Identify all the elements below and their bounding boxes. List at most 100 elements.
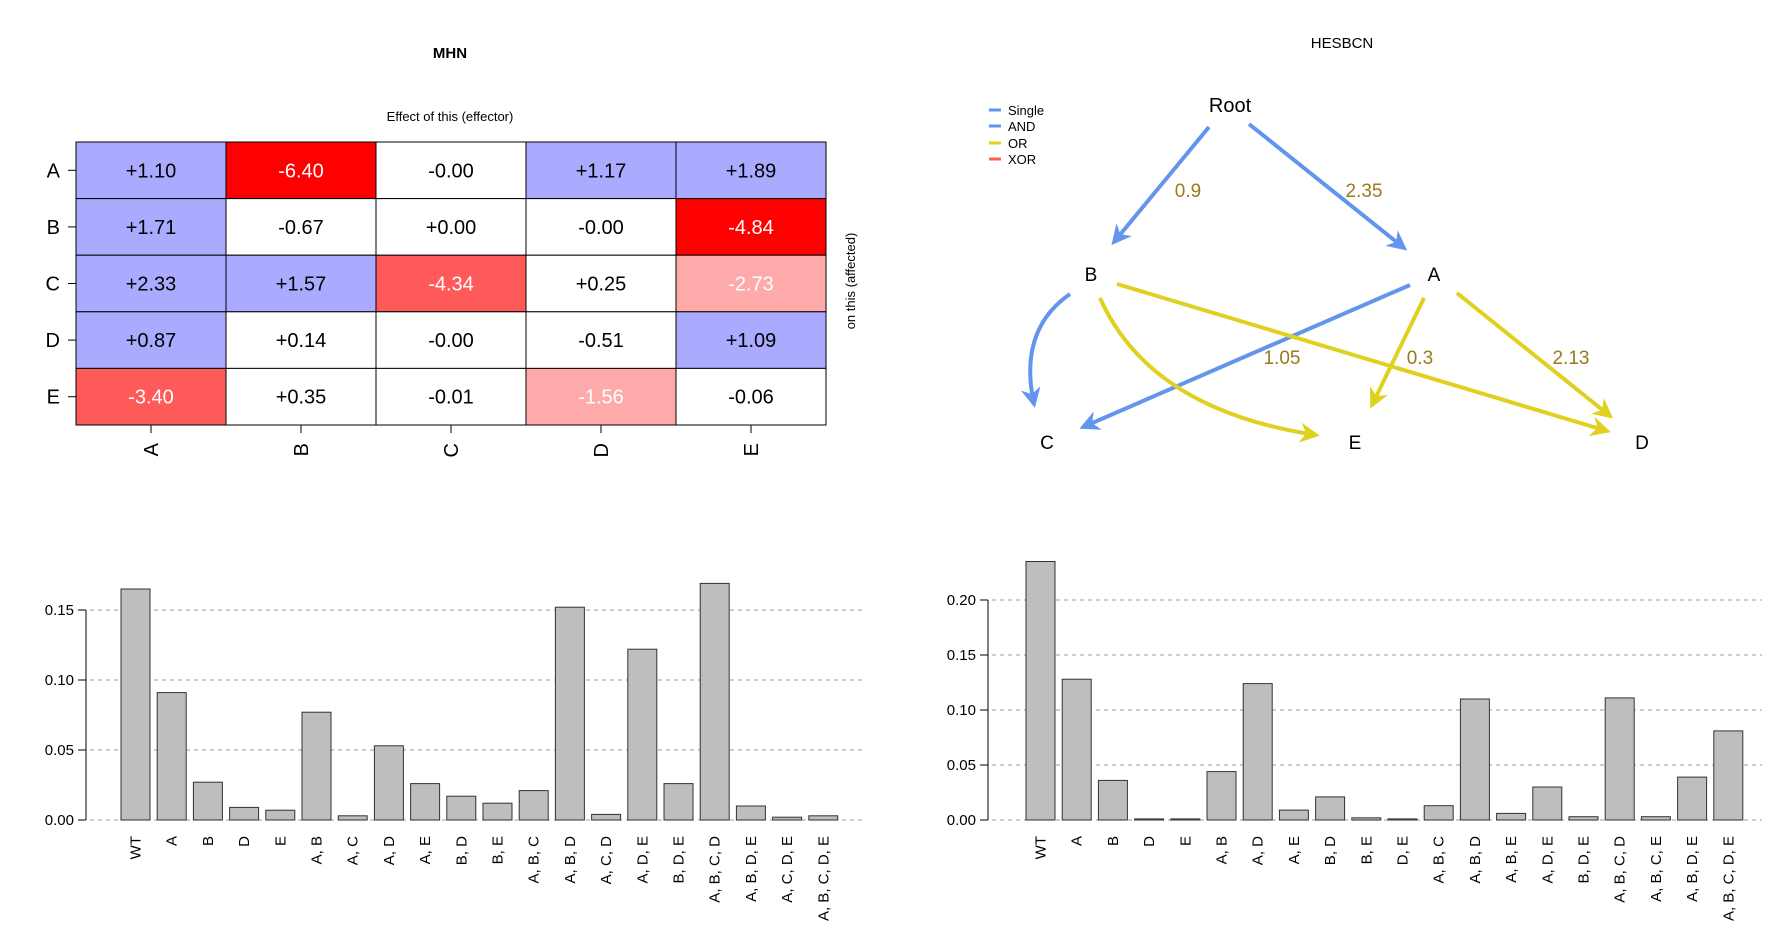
bar-chart-left: 0.00 0.05 0.10 0.15 WT A B D E A, B A, C A, D A, E B,… bbox=[45, 582, 862, 921]
x-tick-label: WT bbox=[128, 836, 145, 859]
x-tick-label: B, D, E bbox=[671, 836, 688, 884]
heatmap-col-label: D bbox=[591, 443, 613, 457]
bar bbox=[1061, 678, 1092, 821]
x-tick-label: A, D, E bbox=[634, 836, 651, 884]
y-tick-label: 0.00 bbox=[947, 812, 976, 829]
bar bbox=[410, 783, 441, 821]
heatmap-row-label: C bbox=[46, 274, 60, 296]
bar bbox=[229, 806, 260, 821]
heatmap-grid: +1.10 -6.40 -0.00 +1.17 +1.89 +1.71 -0.67 +0.00… bbox=[46, 141, 827, 457]
x-tick-label: A, B, E bbox=[1503, 836, 1520, 883]
bar bbox=[1170, 818, 1201, 821]
bar bbox=[120, 588, 151, 821]
edge-a-c bbox=[1079, 283, 1411, 430]
heatmap-cell bbox=[225, 254, 377, 313]
bar bbox=[1640, 816, 1671, 821]
heatmap-cell-value: -6.40 bbox=[278, 160, 324, 182]
bar bbox=[1134, 818, 1165, 821]
mhn-title: MHN bbox=[433, 45, 467, 62]
x-tick-label: A, B, C bbox=[526, 836, 543, 884]
edge-label-a-e: 0.3 bbox=[1407, 348, 1433, 369]
node-a: A bbox=[1428, 265, 1441, 286]
heatmap-cell-value: -4.84 bbox=[728, 217, 774, 239]
heatmap-cell-value: +1.09 bbox=[726, 330, 777, 352]
heatmap-col-label: A bbox=[141, 442, 163, 456]
x-tick-label: A, B, D, E bbox=[743, 836, 760, 902]
heatmap-cell-value: -0.00 bbox=[578, 217, 624, 239]
bar bbox=[156, 692, 187, 821]
bar bbox=[301, 711, 332, 821]
x-tick-label: A, C, D, E bbox=[779, 836, 796, 903]
bar bbox=[1351, 817, 1382, 821]
heatmap-cell bbox=[375, 141, 527, 200]
bar bbox=[1459, 698, 1490, 821]
x-tick-label: A, B, C, D, E bbox=[1720, 836, 1737, 921]
heatmap-cell bbox=[525, 311, 677, 369]
edge-b-d bbox=[1116, 282, 1611, 436]
legend-label-and: AND bbox=[1008, 119, 1035, 134]
x-tick-label: A, C, D bbox=[598, 836, 615, 885]
x-tick-label: D bbox=[1141, 836, 1158, 847]
heatmap-col-label: E bbox=[741, 443, 763, 456]
heatmap-cell-value: -1.56 bbox=[578, 387, 624, 409]
bar bbox=[1604, 697, 1635, 821]
hesbcn-legend: Single AND OR XOR bbox=[989, 103, 1044, 167]
x-tick-label: A, D bbox=[381, 836, 398, 865]
x-tick-label: E bbox=[272, 836, 289, 846]
heatmap-cell-value: +1.17 bbox=[576, 160, 627, 182]
heatmap-cell bbox=[225, 311, 377, 369]
heatmap-cell-value: -0.00 bbox=[428, 330, 474, 352]
bar bbox=[1568, 816, 1599, 821]
heatmap-cell bbox=[525, 141, 677, 200]
bar-chart-right: 0.00 0.05 0.10 0.15 0.20 WT A B D E A, B A, D A, E B,… bbox=[947, 561, 1762, 921]
heatmap-cell-value: -4.34 bbox=[428, 274, 474, 296]
y-tick-label: 0.10 bbox=[45, 672, 74, 689]
edge-label-a-c: 1.05 bbox=[1264, 348, 1301, 369]
x-tick-label: B bbox=[1105, 836, 1122, 846]
node-e: E bbox=[1349, 433, 1362, 454]
heatmap-cell bbox=[375, 367, 527, 426]
edge-root-b bbox=[1111, 125, 1211, 246]
y-tick-label: 0.05 bbox=[947, 757, 976, 774]
x-tick-label: B, D bbox=[1322, 836, 1339, 865]
bar bbox=[446, 795, 477, 821]
heatmap-row-label: D bbox=[46, 330, 60, 352]
y-tick-label: 0.05 bbox=[45, 742, 74, 759]
edge-a-d bbox=[1455, 291, 1614, 419]
bar bbox=[735, 805, 766, 821]
bar bbox=[1025, 561, 1056, 821]
heatmap-cell bbox=[675, 254, 827, 313]
heatmap-cell-value: -0.01 bbox=[428, 387, 474, 409]
heatmap-cell-value: +2.33 bbox=[126, 274, 177, 296]
edge-label-root-a: 2.35 bbox=[1346, 181, 1383, 202]
legend-label-or: OR bbox=[1008, 136, 1028, 151]
x-tick-label: D bbox=[236, 836, 253, 847]
x-tick-label: A, B, D, E bbox=[1684, 836, 1701, 902]
bar bbox=[591, 813, 622, 821]
x-tick-label: A, B, C, D, E bbox=[815, 836, 832, 921]
heatmap-cell-value: +1.89 bbox=[726, 160, 777, 182]
bar bbox=[1713, 730, 1744, 821]
x-tick-label: A, B, C, D bbox=[707, 836, 724, 903]
x-tick-label: A, B, D bbox=[1467, 836, 1484, 884]
heatmap-row-label: E bbox=[47, 387, 60, 409]
x-tick-label: A, B bbox=[1214, 836, 1231, 864]
node-root: Root bbox=[1209, 95, 1252, 117]
x-tick-label: B, D bbox=[453, 836, 470, 865]
heatmap-col-label: B bbox=[291, 443, 313, 456]
hesbcn-panel: HESBCN Single AND OR XOR 0.9 2.35 1.05 0… bbox=[989, 35, 1649, 454]
heatmap-cell-value: -0.06 bbox=[728, 387, 774, 409]
x-tick-label: A, B, C, E bbox=[1648, 836, 1665, 902]
bar bbox=[1677, 776, 1708, 821]
x-tick-label: A, B, C bbox=[1431, 836, 1448, 884]
heatmap-cell bbox=[75, 198, 227, 256]
bar bbox=[482, 802, 513, 821]
heatmap-cell bbox=[675, 198, 827, 256]
bar bbox=[1387, 818, 1418, 821]
mhn-ylabel: on this (affected) bbox=[843, 233, 858, 330]
y-tick-label: 0.20 bbox=[947, 592, 976, 609]
y-tick-label: 0.15 bbox=[947, 647, 976, 664]
heatmap-cell bbox=[75, 141, 227, 200]
x-tick-label: A, D bbox=[1250, 836, 1267, 865]
